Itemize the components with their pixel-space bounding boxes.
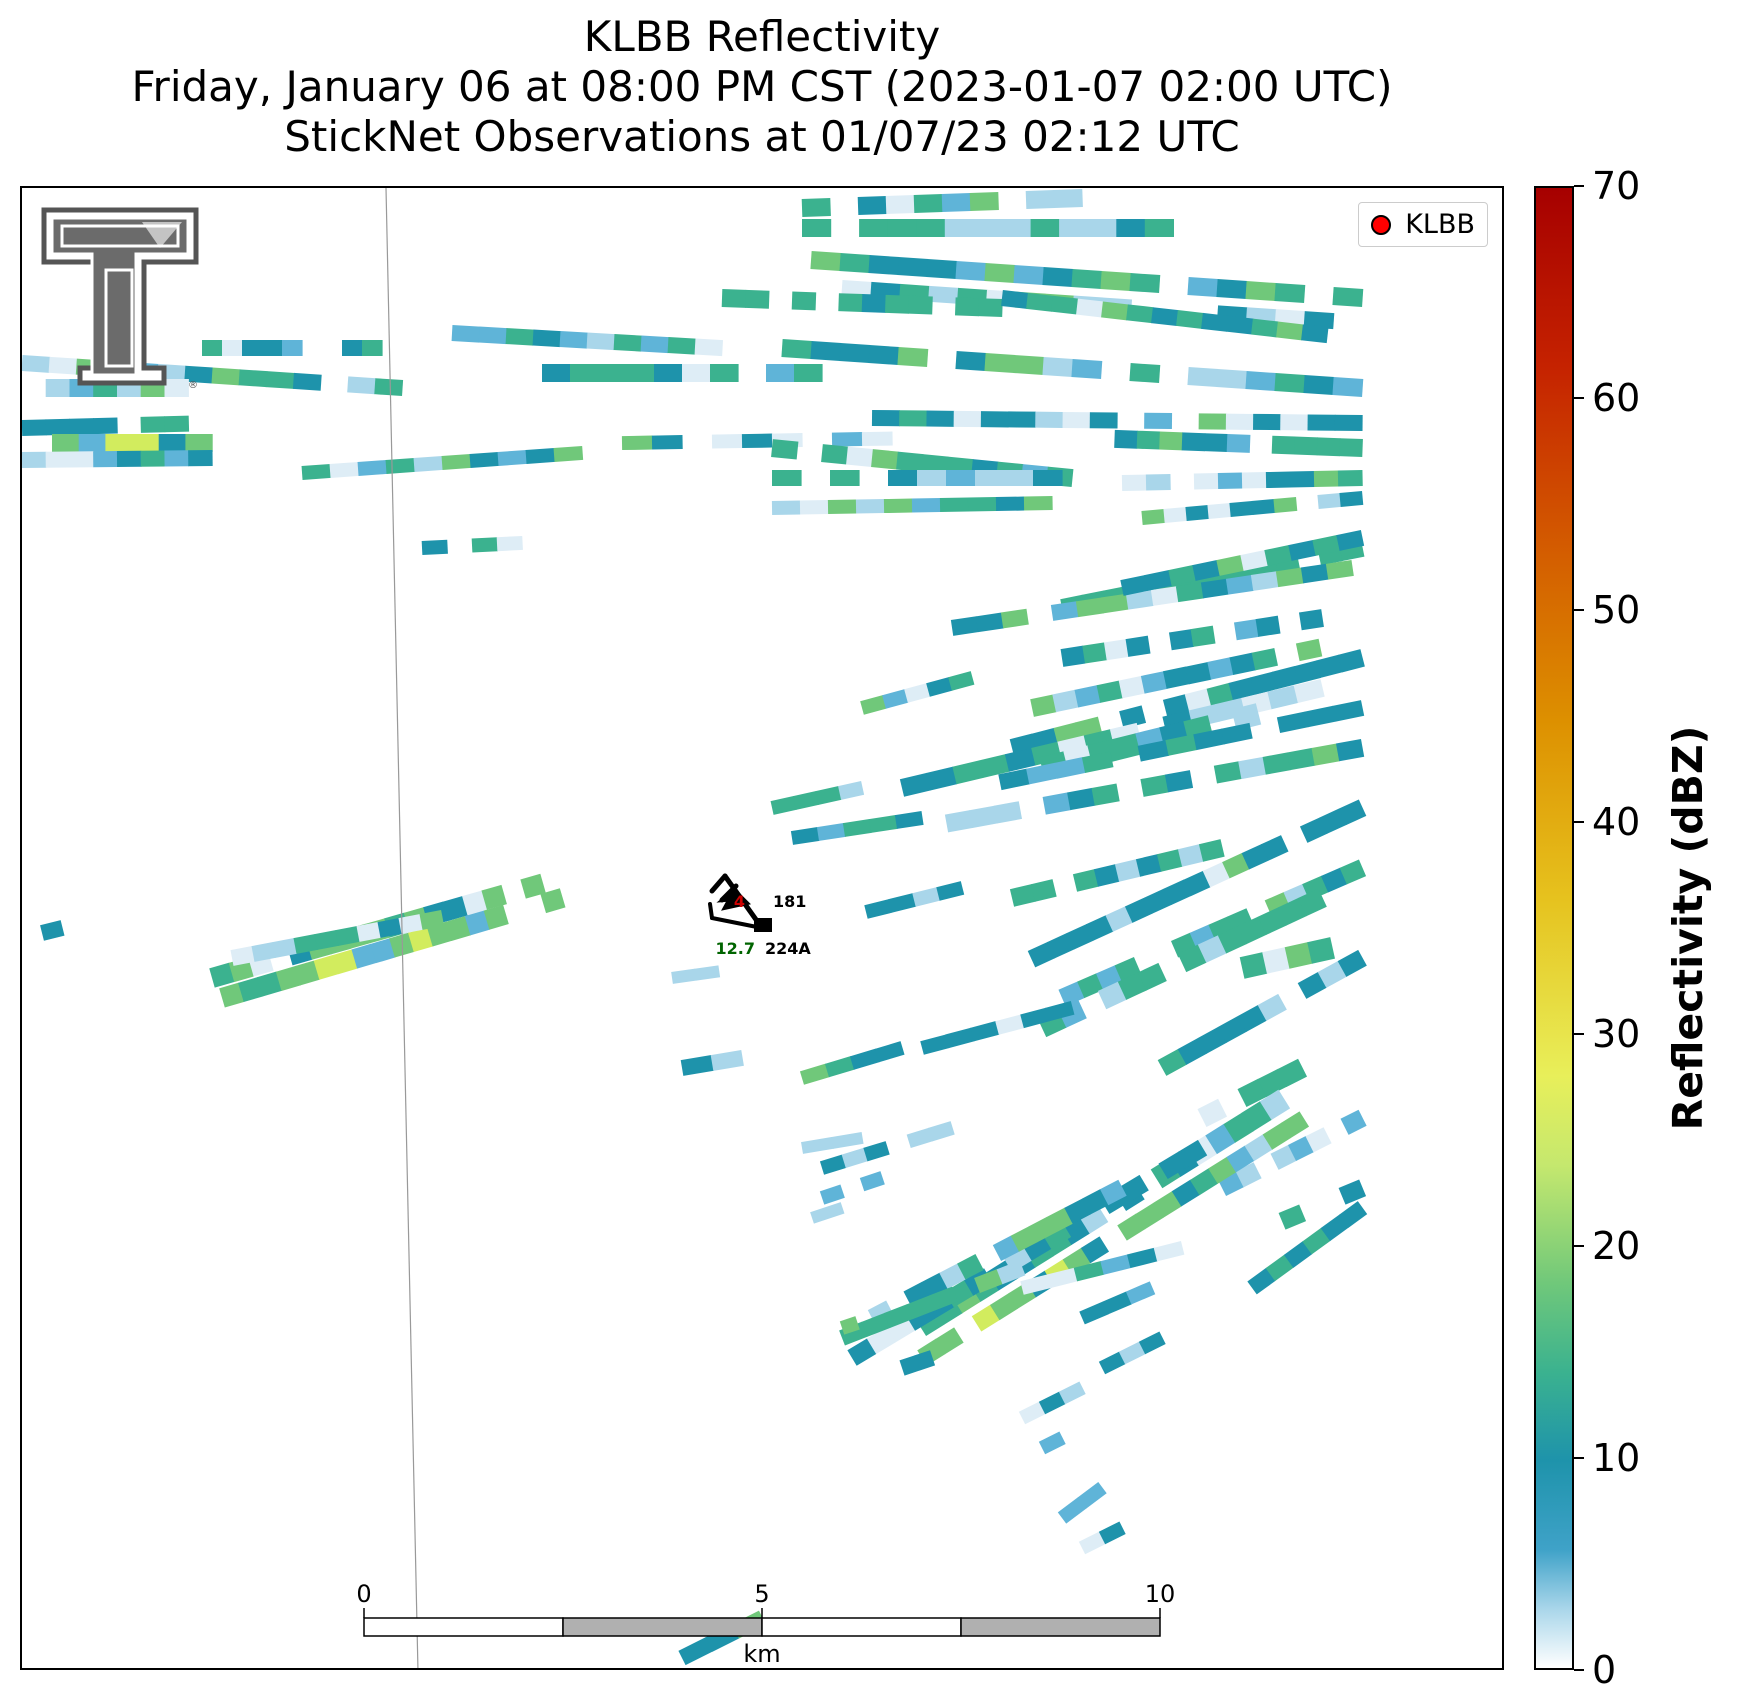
colorbar-tick-mark	[1574, 185, 1584, 187]
reflectivity-colorbar	[1534, 186, 1574, 1670]
radar-map[interactable]: ® 4 181 12.7 224A	[20, 186, 1504, 1670]
colorbar-tick-label: 10	[1592, 1436, 1641, 1480]
station-id-224a: 224A	[765, 939, 811, 958]
county-boundary	[385, 188, 419, 1668]
colorbar-tick-mark	[1574, 1245, 1584, 1247]
klbb-marker-icon	[1371, 214, 1392, 235]
colorbar-tick-mark	[1574, 397, 1584, 399]
station-plot[interactable]: 4 181 12.7 224A	[708, 873, 811, 958]
logo-trademark: ®	[188, 380, 198, 391]
reflectivity-field: ® 4 181 12.7 224A	[22, 188, 1368, 1668]
title-line-time: Friday, January 06 at 08:00 PM CST (2023…	[131, 62, 1393, 111]
colorbar-tick-mark	[1574, 1033, 1584, 1035]
map-legend: KLBB	[1358, 202, 1488, 247]
legend-label: KLBB	[1405, 209, 1475, 240]
colorbar-tick-label: 50	[1592, 588, 1641, 632]
scale-tick-0: 0	[356, 1580, 371, 1608]
colorbar-tick-label: 0	[1592, 1648, 1617, 1692]
station-id-181: 181	[773, 892, 806, 911]
scale-bar: 0 5 10 km	[356, 1580, 1175, 1668]
title-line-radar: KLBB Reflectivity	[583, 12, 941, 61]
figure-title: KLBB Reflectivity Friday, January 06 at …	[0, 12, 1524, 162]
scale-tick-10: 10	[1145, 1580, 1176, 1608]
title-line-observations: StickNet Observations at 01/07/23 02:12 …	[284, 112, 1240, 161]
station-dewpoint: 12.7	[716, 939, 755, 958]
colorbar-tick-mark	[1574, 1669, 1584, 1671]
station-temperature: 4	[734, 892, 745, 911]
colorbar-tick-label: 40	[1592, 800, 1641, 844]
colorbar-tick-label: 20	[1592, 1224, 1641, 1268]
reflectivity-echoes	[22, 188, 1368, 1666]
scale-unit: km	[743, 1640, 780, 1668]
colorbar-tick-label: 30	[1592, 1012, 1641, 1056]
colorbar-tick-label: 70	[1592, 164, 1641, 208]
station-marker-icon	[754, 918, 772, 932]
scale-tick-5: 5	[754, 1580, 769, 1608]
colorbar-tick-mark	[1574, 1457, 1584, 1459]
texas-tech-logo: ®	[41, 207, 199, 391]
colorbar-tick-mark	[1574, 821, 1584, 823]
colorbar-title: Reflectivity (dBZ)	[1664, 725, 1712, 1131]
colorbar-tick-mark	[1574, 609, 1584, 611]
colorbar-tick-label: 60	[1592, 376, 1641, 420]
